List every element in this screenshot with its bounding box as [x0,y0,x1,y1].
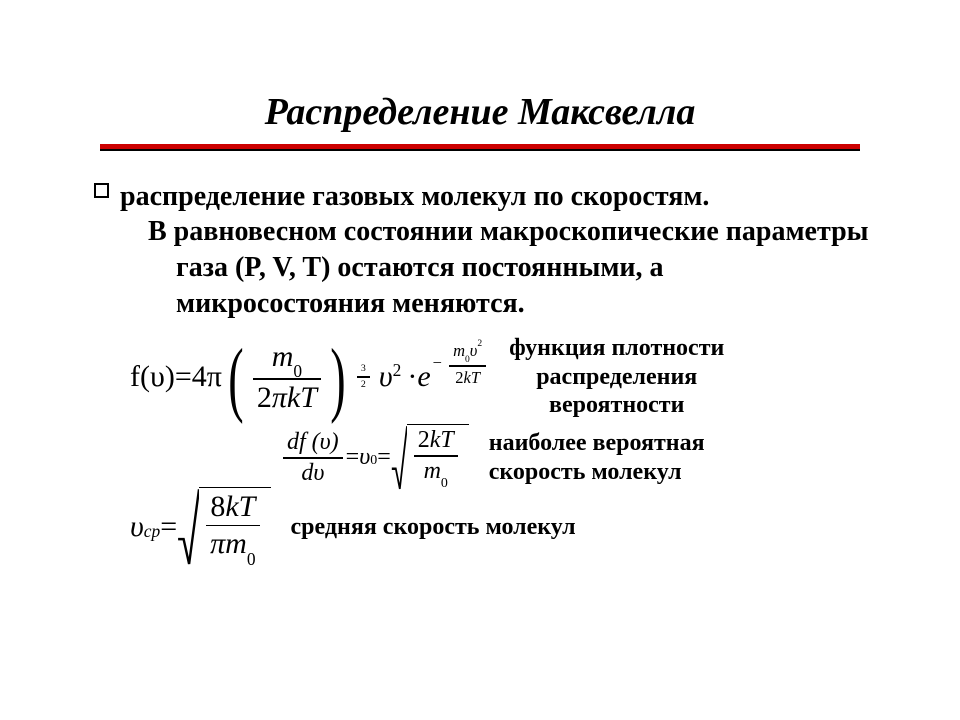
f3-sqrt-den-0: 0 [247,549,256,569]
body-paragraph: распределение газовых молекул по скорост… [120,179,870,322]
radical-icon [391,424,407,491]
f3-sqrt-den-pm: πm [210,527,247,560]
formula-1-row: f(υ) = 4π ( m0 2πkT ) [60,334,900,420]
f2-eq1: = [346,444,360,471]
bullet-icon [94,183,109,198]
f1-frac-num-sub: 0 [293,361,302,381]
radical-icon [177,487,199,566]
label-2: наиболее вероятная скорость молекул [489,429,705,487]
f1-frac: m0 2πkT [253,341,321,413]
f3-eq: = [160,510,177,544]
f2-sqrt-num: 2kT [418,427,454,453]
f1-e-num-m0: 0 [465,354,470,365]
f1-rparen: ) [330,347,345,410]
f3-v: υ [130,510,144,544]
f1-exp-den: 2 [357,380,370,390]
f2-sqrt: 2kT m0 [391,424,469,491]
f1-e-den: 2kT [455,368,480,387]
f1-lparen: ( [228,347,243,410]
label-1: функция плотности распределения вероятно… [509,334,724,420]
f1-e-minus: − [433,353,442,372]
body: распределение газовых молекул по скорост… [60,179,900,567]
formula-1: f(υ) = 4π ( m0 2πkT ) [130,341,489,413]
label-2-l1: наиболее вероятная [489,429,705,458]
f1-e: e [417,360,430,394]
f2-num: df (υ) [287,429,339,455]
label-1-l2: распределения [509,363,724,392]
f1-frac-den: 2πkT [257,381,317,414]
f1-coef: 4π [192,360,222,394]
f2-sqrt-den-m: m [424,458,441,484]
formula-2-row: df (υ) dυ = υ0 = 2kT m0 [60,424,900,491]
slide: Распределение Максвелла распределение га… [0,0,960,720]
label-1-l3: вероятности [509,391,724,420]
label-2-l2: скорость молекул [489,458,705,487]
slide-title: Распределение Максвелла [60,90,900,134]
f1-exp-frac: 3 2 [357,364,370,390]
f2-v0-sub: 0 [370,453,377,469]
f1-v: υ [379,360,393,394]
formula-3-row: υср = 8kT πm0 средняя скорость мо [60,487,900,566]
f1-e-num-v2: 2 [477,338,482,349]
f2-den: dυ [301,460,324,486]
f3-v-sub: ср [144,521,160,542]
paragraph-rest: В равновесном состоянии макроскопические… [120,214,870,321]
label-1-l1: функция плотности [509,334,724,363]
f1-lhs: f(υ) [130,360,175,394]
paragraph-line1: распределение газовых молекул по скорост… [120,181,709,212]
title-rule-thin [100,149,860,151]
f2-dfrac: df (υ) dυ [283,430,343,486]
f3-sqrt-num: 8kT [210,490,255,523]
f3-sqrt-frac: 8kT πm0 [206,491,259,563]
formula-2: df (υ) dυ = υ0 = 2kT m0 [280,424,469,491]
f1-frac-num: m [272,340,294,373]
formula-3: υср = 8kT πm0 [130,487,271,566]
f1-dot: · [407,360,417,394]
f2-v0: υ [359,444,370,471]
f2-eq2: = [377,444,391,471]
f1-exp-num: 3 [357,364,370,374]
f2-sqrt-frac: 2kT m0 [414,428,458,488]
f1-bracket-exp: 3 2 [354,364,373,390]
f1-v-exp: 2 [393,360,402,381]
label-3: средняя скорость молекул [291,513,576,542]
f1-e-frac: m0υ2 2kT [449,342,486,386]
f1-e-num-m: m [453,341,465,360]
f1-exp-e: e − m0υ2 2kT [417,355,489,399]
f2-sqrt-den-0: 0 [441,476,448,491]
f3-sqrt: 8kT πm0 [177,487,270,566]
f1-lhs-text: f(υ) [130,360,175,393]
f1-eq: = [175,360,192,394]
